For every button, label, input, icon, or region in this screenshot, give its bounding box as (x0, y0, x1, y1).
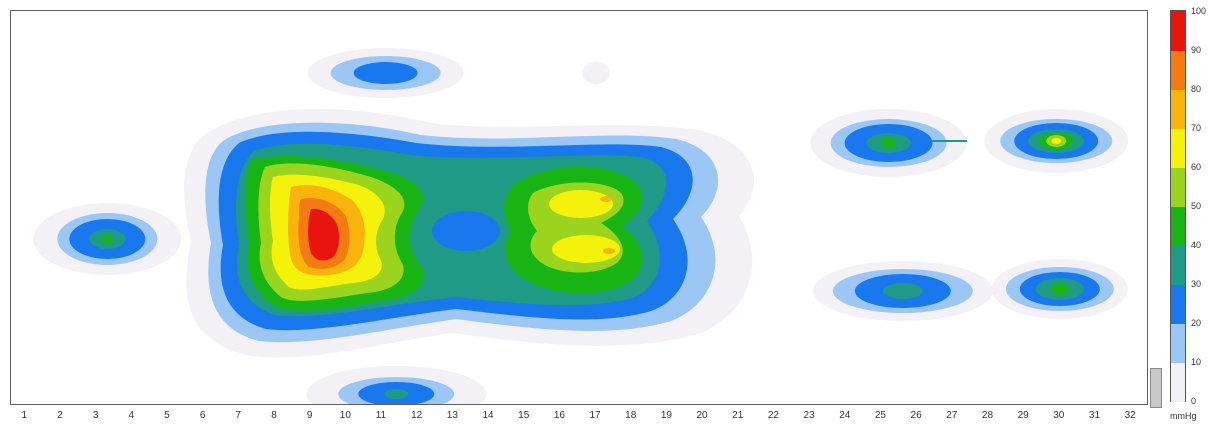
x-tick-label: 5 (164, 410, 170, 421)
right-lobe-upper-peak (600, 196, 612, 202)
colorbar-tick-label: 30 (1191, 279, 1202, 289)
x-tick-label: 26 (910, 410, 922, 421)
x-tick-label: 10 (339, 410, 351, 421)
x-tick-label: 6 (199, 410, 206, 421)
colorbar-tick-label: 80 (1191, 84, 1202, 94)
colorbar-tick-label: 60 (1191, 162, 1202, 172)
x-tick-label: 28 (981, 410, 994, 421)
colorbar-segment (1171, 362, 1185, 402)
colorbar-segment (1171, 11, 1185, 51)
pressure-heatmap (33, 48, 1129, 404)
x-tick-label: 22 (767, 410, 779, 421)
right-lobe-upper-level-6 (549, 190, 613, 218)
x-tick-label: 21 (732, 410, 744, 421)
blob-right-upper-1-level-4 (880, 138, 897, 148)
blob-right-upper-2-level-6 (1051, 138, 1062, 144)
x-tick-label: 15 (518, 410, 530, 421)
blob-right-lower-2-level-4 (1050, 283, 1069, 295)
colorbar (1170, 10, 1186, 402)
x-tick-label: 23 (803, 410, 815, 421)
colorbar-segment (1171, 128, 1185, 168)
colorbar-tick-label: 50 (1191, 201, 1202, 211)
x-tick-label: 24 (839, 410, 851, 421)
colorbar-segment (1171, 284, 1185, 324)
x-tick-label: 27 (946, 410, 958, 421)
x-tick-label: 11 (375, 410, 387, 421)
x-tick-label: 18 (625, 410, 637, 421)
x-tick-label: 31 (1088, 410, 1101, 421)
colorbar-tick-label: 40 (1191, 240, 1202, 250)
x-tick-label: 9 (306, 410, 313, 421)
colorbar-segment (1171, 89, 1185, 129)
right-lobe-lower-peak (603, 248, 615, 254)
colorbar-tick-label: 10 (1191, 357, 1202, 367)
x-axis: 1 2 3 4 5 6 7 8 9 10 11 12 13 14 15 16 17 18 19 20 21 22 23 24 2… (10, 410, 1148, 426)
x-tick-label: 32 (1124, 410, 1136, 421)
x-tick-label: 8 (271, 410, 277, 421)
x-tick-label: 14 (482, 410, 494, 421)
x-tick-label: 2 (57, 410, 63, 421)
heatmap-plot-area (10, 10, 1148, 405)
x-tick-label: 30 (1053, 410, 1065, 421)
colorbar-segment (1171, 245, 1185, 285)
colorbar-segment (1171, 206, 1185, 246)
colorbar-segment (1171, 50, 1185, 90)
x-tick-label: 4 (128, 410, 135, 421)
x-tick-label: 12 (411, 410, 423, 421)
right-lobe-lower-level-6 (552, 235, 620, 263)
colorbar-tick-label: 100 (1191, 6, 1207, 16)
x-tick-label: 20 (696, 410, 708, 421)
x-tick-label: 3 (92, 410, 99, 421)
blob-bottom-center-level-3 (384, 389, 409, 399)
x-tick-label: 17 (589, 410, 601, 421)
colorbar-tick-label: 0 (1191, 396, 1197, 406)
colorbar-tick-label: 90 (1191, 45, 1202, 55)
colorbar-tick-label: 20 (1191, 318, 1202, 328)
blob-top-center-level-2 (353, 62, 418, 84)
x-tick-label: 25 (874, 410, 886, 421)
x-tick-label: 13 (446, 410, 458, 421)
x-tick-label: 29 (1017, 410, 1029, 421)
colorbar-unit-label: mmHg (1170, 411, 1197, 421)
scroll-handle[interactable] (1150, 368, 1162, 408)
main-body-center-hole (432, 211, 500, 251)
main-body-level-9 (308, 208, 340, 261)
blob-left-level-4 (101, 235, 114, 243)
x-tick-label: 7 (235, 410, 242, 421)
blob-top-spot-level-0 (582, 62, 611, 84)
colorbar-segment (1171, 167, 1185, 207)
colorbar-segment (1171, 323, 1185, 363)
x-tick-label: 1 (21, 410, 28, 421)
blob-right-lower-1-level-3 (882, 283, 923, 299)
colorbar-tick-label: 70 (1191, 123, 1202, 133)
x-tick-label: 16 (553, 410, 565, 421)
x-tick-label: 19 (660, 410, 672, 421)
